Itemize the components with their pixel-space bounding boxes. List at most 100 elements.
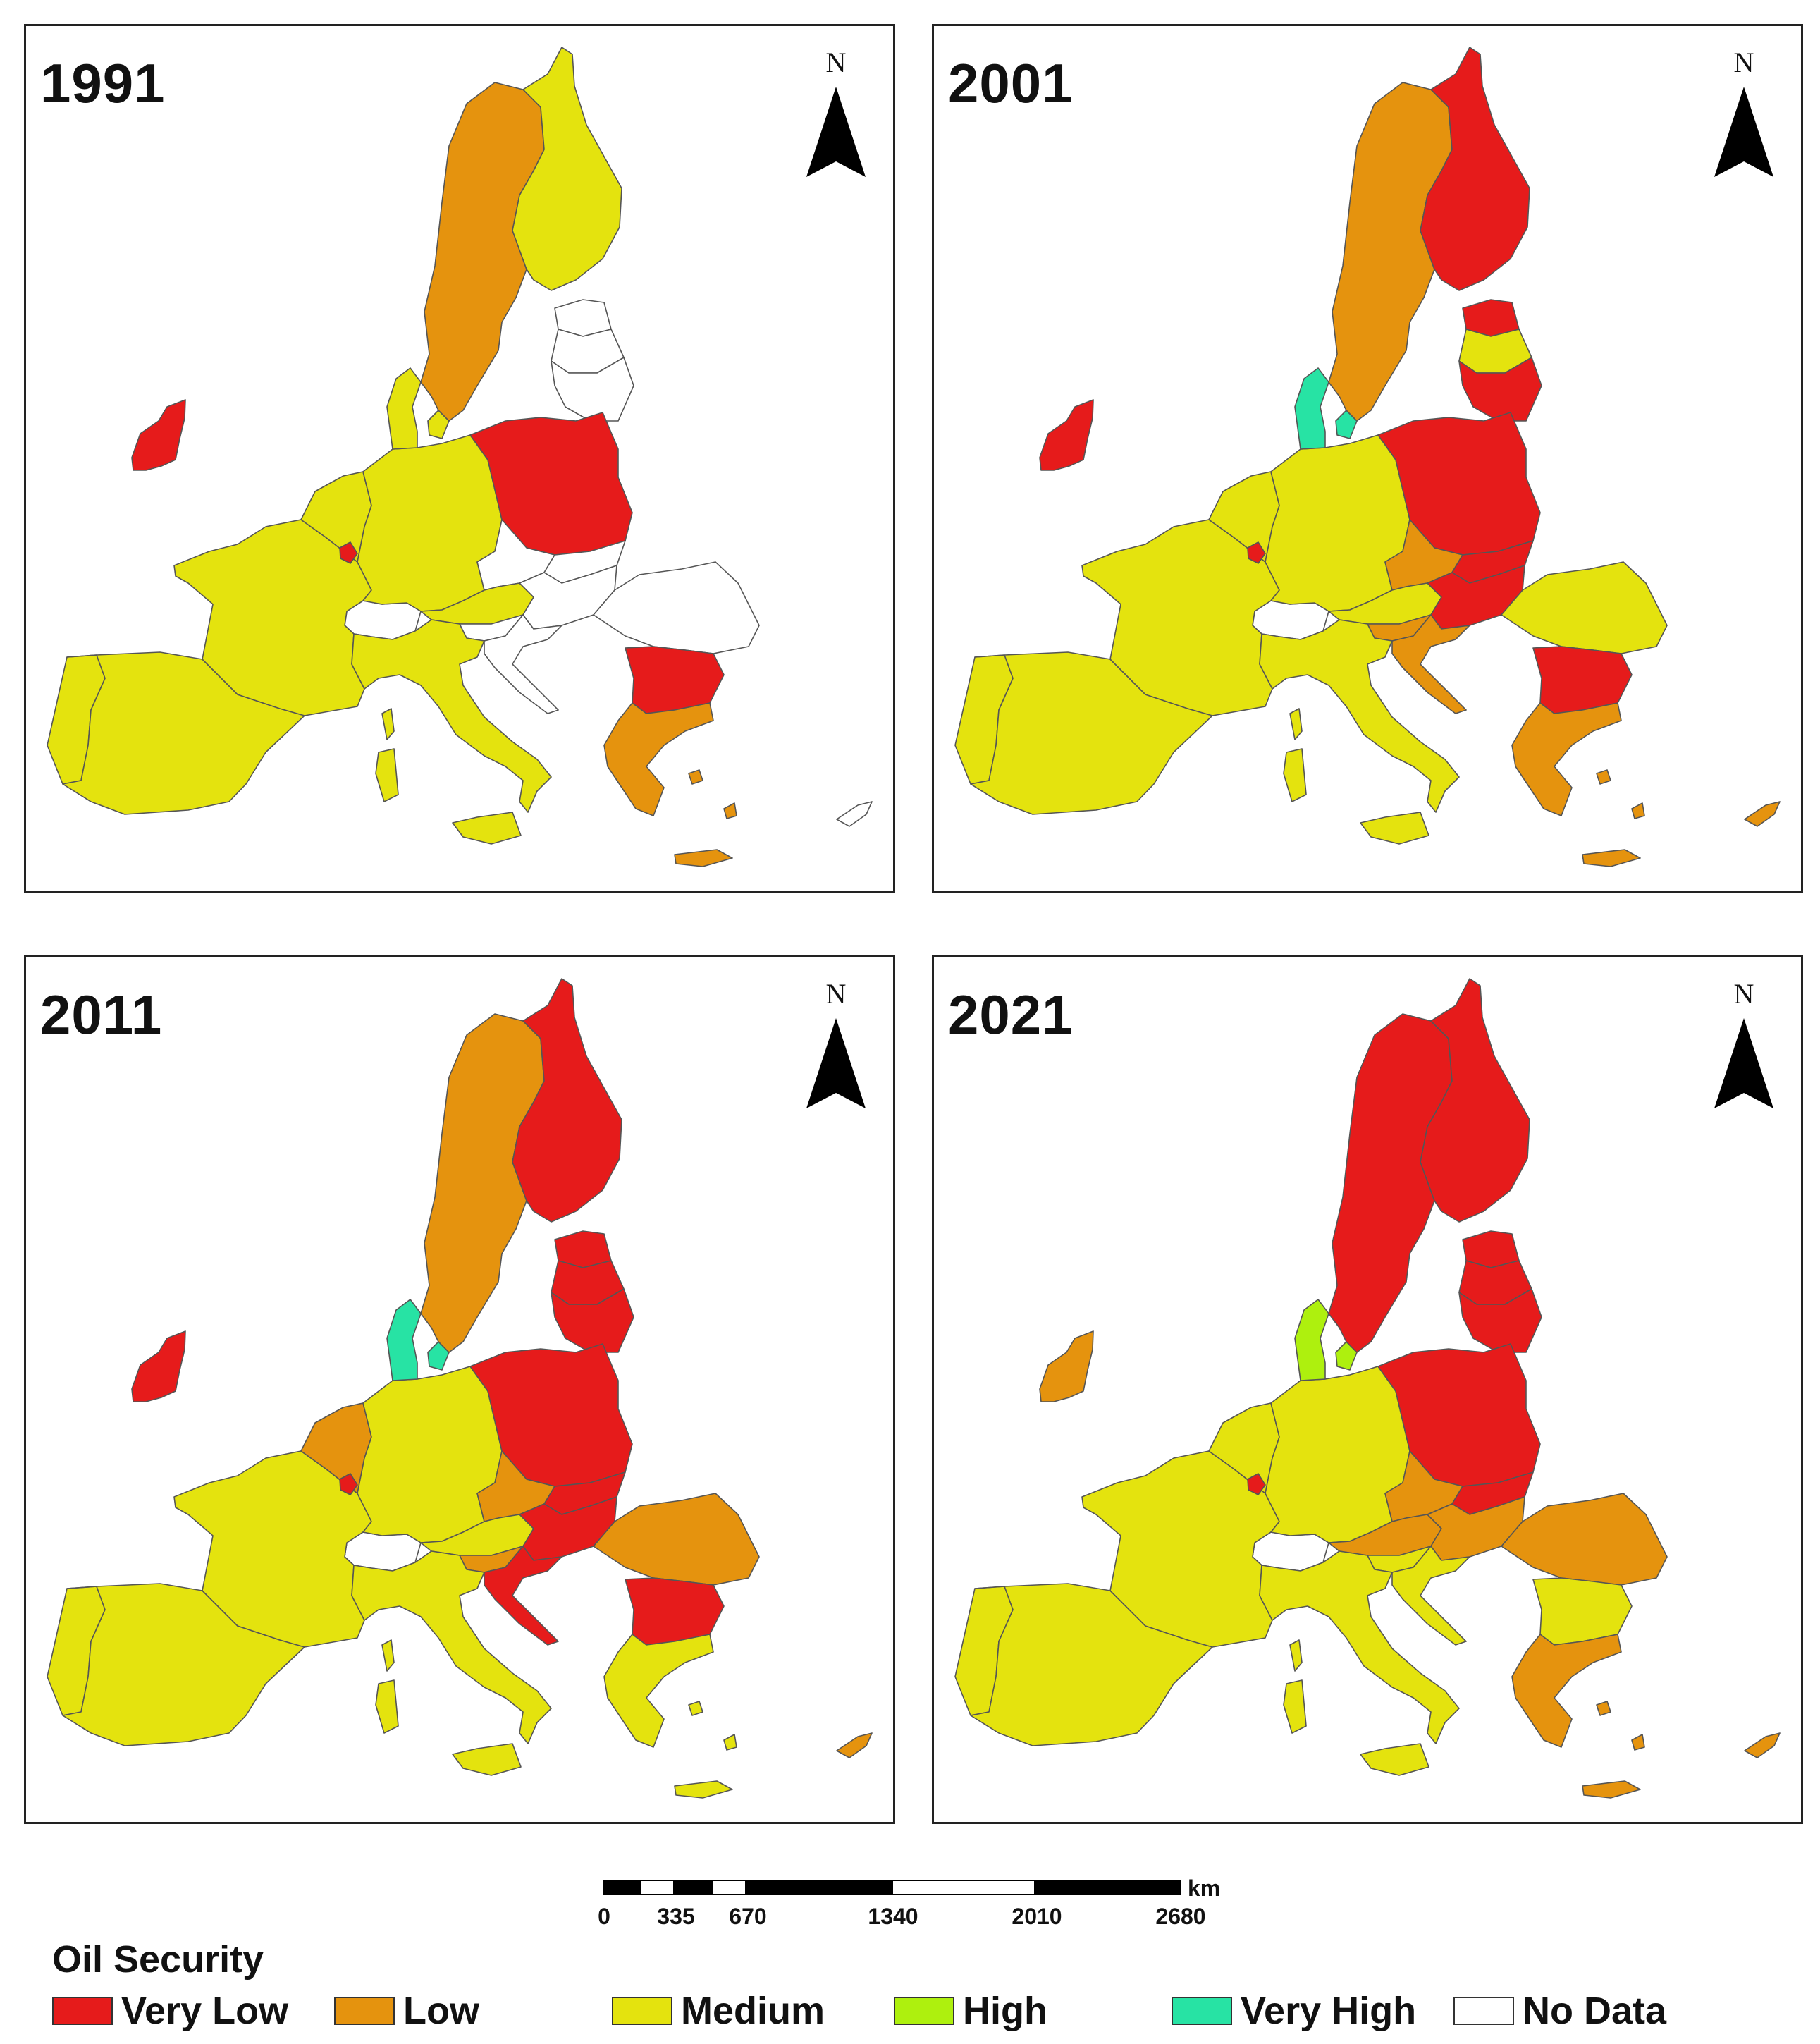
scale-segment	[675, 1880, 711, 1895]
region-cyprus	[836, 1732, 873, 1758]
legend-swatch	[334, 1997, 395, 2025]
legend-label: No Data	[1523, 1990, 1667, 2032]
legend-label: Very High	[1241, 1990, 1417, 2032]
region-romania	[593, 561, 760, 654]
region-sicily	[452, 812, 522, 845]
north-letter: N	[1733, 978, 1754, 1010]
legend-swatch	[1172, 1997, 1232, 2025]
scale-segment	[603, 1880, 639, 1895]
region-germany	[1265, 434, 1410, 612]
north-arrow-icon: N	[797, 977, 875, 1118]
legend-item-low: Low	[334, 1990, 479, 2032]
region-corsica	[381, 708, 395, 740]
region-baltic-south	[1458, 1288, 1542, 1353]
region-baltic-south	[1458, 357, 1542, 422]
scale-segment	[711, 1880, 746, 1895]
panel-year-label: 2021	[948, 984, 1074, 1046]
legend-label: Very Low	[121, 1990, 289, 2032]
region-crete	[674, 849, 733, 867]
region-croatia	[1391, 614, 1470, 714]
region-sardinia	[375, 748, 399, 802]
region-finland	[1420, 978, 1530, 1223]
scale-segment	[892, 1880, 1035, 1895]
legend-label: Low	[403, 1990, 479, 2032]
region-ireland	[1039, 399, 1094, 471]
map-panel-1991: 1991 N	[24, 24, 895, 893]
region-finland	[1420, 47, 1530, 291]
region-sardinia	[1283, 1679, 1307, 1734]
region-corsica	[1289, 708, 1303, 740]
region-sicily	[1360, 1743, 1429, 1776]
scale-tick-label: 0	[598, 1904, 610, 1929]
region-sardinia	[1283, 748, 1307, 802]
scale-tick-label: 2010	[1012, 1904, 1062, 1929]
region-baltic-south	[551, 1288, 634, 1353]
scale-segment	[639, 1880, 675, 1895]
legend-swatch	[1453, 1997, 1514, 2025]
panel-year-label: 2011	[40, 984, 163, 1046]
region-crete	[1582, 1780, 1641, 1799]
region-croatia	[1391, 1546, 1470, 1646]
legend-item-very-high: Very High	[1172, 1990, 1416, 2032]
north-letter: N	[825, 978, 847, 1010]
region-germany	[357, 434, 503, 612]
legend-item-very-low: Very Low	[52, 1990, 288, 2032]
region-italy	[351, 1550, 552, 1744]
legend-label: High	[963, 1990, 1047, 2032]
region-ireland	[131, 399, 186, 471]
region-germany	[1265, 1366, 1410, 1543]
region-greece	[603, 702, 737, 819]
region-corsica	[1289, 1639, 1303, 1672]
scale-tick-label: 335	[657, 1904, 695, 1929]
region-romania	[1501, 561, 1668, 654]
north-arrow-icon: N	[1705, 977, 1783, 1118]
region-sardinia	[375, 1679, 399, 1734]
region-baltic-south	[551, 357, 634, 422]
scale-bar: 0 335 670 1340 2010 2680 km	[598, 1875, 1237, 1943]
map-panel-2021: 2021 N	[932, 955, 1803, 1824]
legend-swatch	[52, 1997, 113, 2025]
region-croatia	[484, 614, 562, 714]
scale-tick-label: 670	[729, 1904, 767, 1929]
region-italy	[1259, 619, 1460, 813]
region-croatia	[484, 1546, 562, 1646]
region-crete	[1582, 849, 1641, 867]
map-panel-2011: 2011 N	[24, 955, 895, 1824]
region-italy	[351, 619, 552, 813]
scale-tick-label: 1340	[868, 1904, 918, 1929]
region-italy	[1259, 1550, 1460, 1744]
scale-tick-label: 2680	[1155, 1904, 1206, 1929]
scale-segment	[1035, 1880, 1181, 1895]
north-letter: N	[1733, 47, 1754, 78]
map-panel-2001: 2001 N	[932, 24, 1803, 893]
region-greece	[1511, 702, 1645, 819]
region-ireland	[1039, 1330, 1094, 1402]
region-finland	[512, 47, 622, 291]
legend-swatch	[612, 1997, 672, 2025]
legend-item-high: High	[894, 1990, 1047, 2032]
region-luxembourg	[339, 1473, 358, 1495]
north-letter: N	[825, 47, 847, 78]
region-corsica	[381, 1639, 395, 1672]
region-luxembourg	[1247, 541, 1266, 564]
region-germany	[357, 1366, 503, 1543]
region-romania	[593, 1493, 760, 1586]
region-romania	[1501, 1493, 1668, 1586]
legend-label: Medium	[681, 1990, 825, 2032]
region-crete	[674, 1780, 733, 1799]
legend-title: Oil Security	[52, 1938, 264, 1981]
north-arrow-icon: N	[797, 46, 875, 187]
legend-item-no-data: No Data	[1453, 1990, 1666, 2032]
legend-item-medium: Medium	[612, 1990, 825, 2032]
north-arrow-icon: N	[1705, 46, 1783, 187]
region-ireland	[131, 1330, 186, 1402]
region-luxembourg	[1247, 1473, 1266, 1495]
region-luxembourg	[339, 541, 358, 564]
panel-year-label: 1991	[40, 52, 166, 114]
region-cyprus	[1744, 801, 1781, 827]
scale-unit-label: km	[1188, 1875, 1221, 1901]
region-cyprus	[836, 801, 873, 827]
region-sicily	[1360, 812, 1429, 845]
region-cyprus	[1744, 1732, 1781, 1758]
panel-year-label: 2001	[948, 52, 1074, 114]
